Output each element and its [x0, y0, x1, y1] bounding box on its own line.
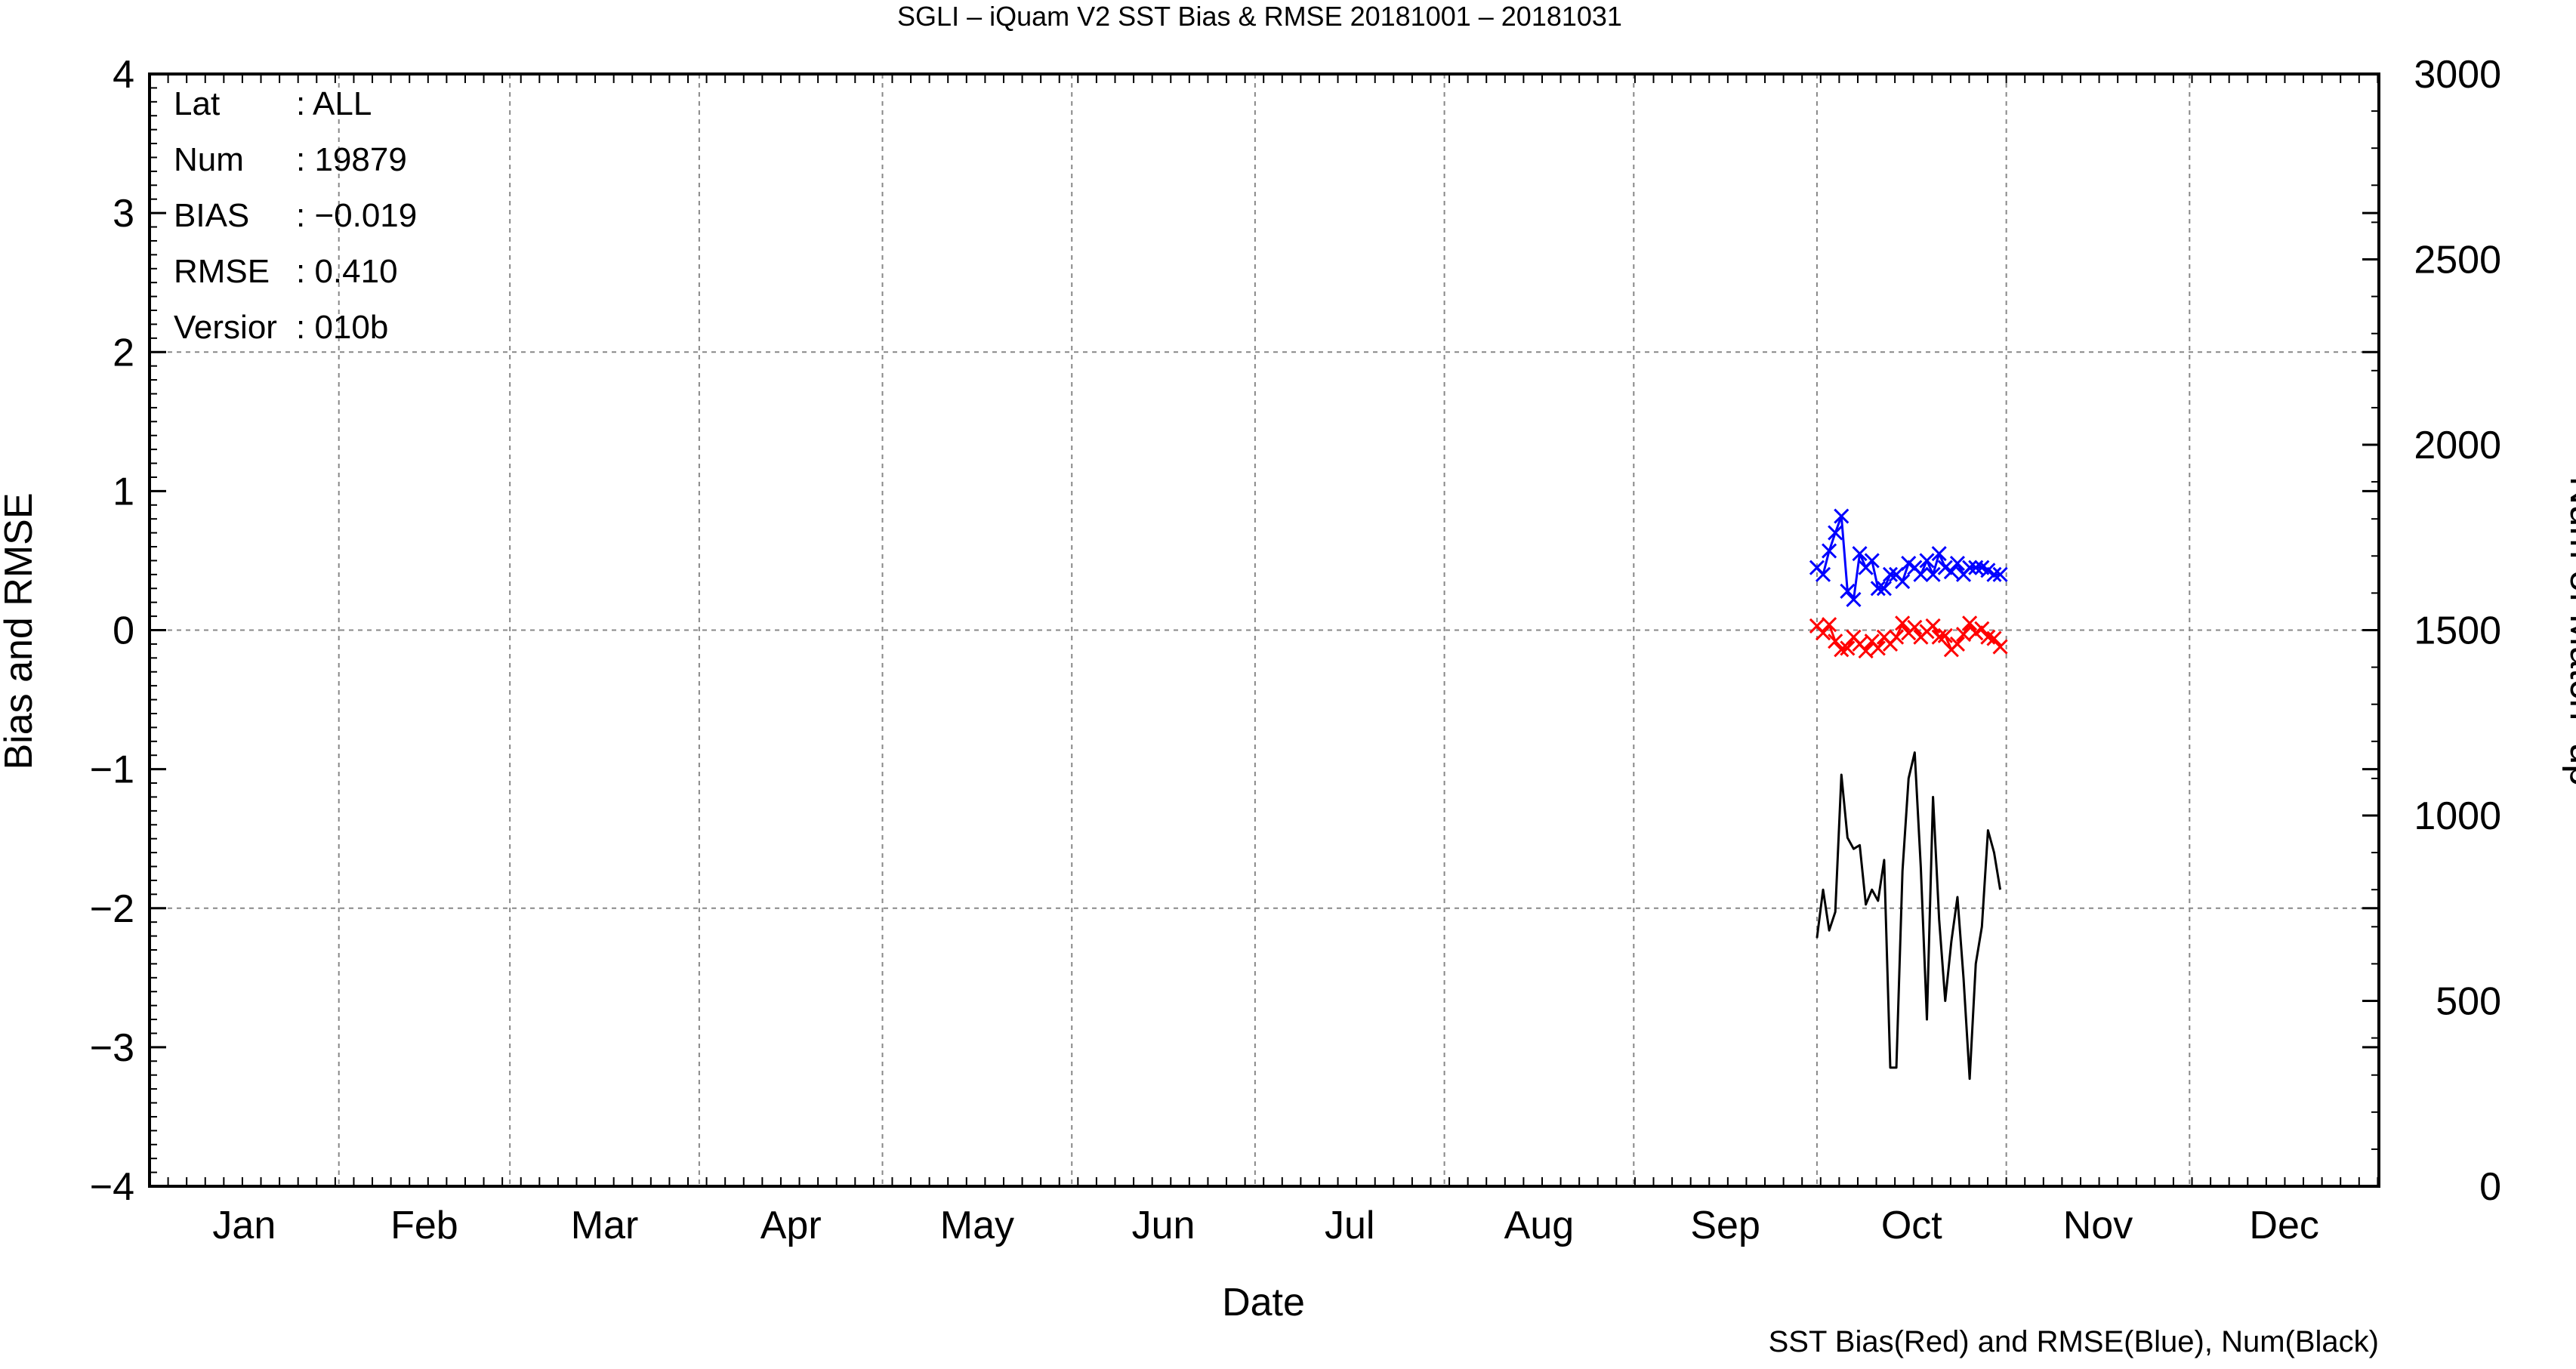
y-right-tick-label: 2000 [2414, 424, 2501, 467]
series-1-point [1895, 573, 1911, 590]
series-0-point [1840, 640, 1856, 656]
x-tick-label: Oct [1881, 1204, 1942, 1247]
y-left-tick-label: −2 [90, 887, 134, 931]
series-0-point [1955, 626, 1972, 643]
y-right-tick-label: 1500 [2414, 609, 2501, 653]
chart-title: SGLI – iQuam V2 SST Bias & RMSE 20181001… [897, 1, 1622, 32]
series-1-point [1882, 566, 1899, 582]
series-0-point [1974, 621, 1990, 637]
stat-key: RMSE [174, 253, 270, 290]
x-tick-label: Feb [390, 1204, 458, 1247]
stat-key: Num [174, 141, 244, 178]
y-right-tick-label: 500 [2436, 980, 2501, 1024]
series-1-point [1968, 560, 1984, 575]
series-0-point [1815, 625, 1831, 641]
series-0-point [1828, 634, 1843, 649]
y-right-tick-label: 2500 [2414, 239, 2501, 282]
series-1-point [1925, 566, 1941, 582]
y-left-tick-label: 2 [113, 331, 134, 375]
x-tick-label: Mar [571, 1204, 639, 1247]
series-1-point [1876, 581, 1892, 597]
stat-value: : −0.019 [296, 197, 417, 234]
x-tick-label: May [940, 1204, 1014, 1247]
y-right-tick-label: 3000 [2414, 53, 2501, 97]
y-left-tick-label: 1 [113, 470, 134, 513]
y-axis-right: 0 500 1000 1500 2000 2500 3000 [2362, 53, 2501, 1209]
stat-key: Versior [174, 309, 277, 346]
x-tick-label: Jul [1325, 1204, 1374, 1247]
series-caption: SST Bias(Red) and RMSE(Blue), Num(Black) [1769, 1325, 2379, 1358]
series-1-point [1919, 553, 1935, 569]
series-1-point [1949, 556, 1966, 572]
series-1-point [1822, 543, 1837, 559]
series-0-point [1858, 643, 1874, 659]
x-tick-label: Aug [1504, 1204, 1575, 1247]
grid [150, 74, 2379, 1186]
series-layer [1809, 508, 2008, 1081]
series-0-point [1925, 618, 1941, 634]
x-tick-label: Dec [2249, 1204, 2318, 1247]
stat-key: BIAS [174, 197, 249, 234]
x-tick-label: Jan [212, 1204, 276, 1247]
x-tick-label: Jun [1132, 1204, 1195, 1247]
series-1-point [1852, 546, 1868, 562]
y-axis-left-label: Bias and RMSE [0, 492, 41, 769]
x-tick-label: Nov [2063, 1204, 2133, 1247]
y-left-tick-label: −4 [90, 1165, 134, 1209]
stat-value: : ALL [296, 85, 372, 122]
series-0-point [1870, 640, 1886, 656]
series-1-point [1834, 508, 1849, 524]
series-1-point [1992, 566, 2008, 582]
y-right-tick-label: 1000 [2414, 794, 2501, 838]
series-line-2 [1816, 751, 2002, 1081]
y-axis-left: −4 −3 −2 −1 0 1 2 3 4 [90, 53, 2379, 1209]
x-tick-label: Apr [760, 1204, 822, 1247]
series-0-point [1986, 631, 2002, 646]
y-left-tick-label: 3 [113, 192, 134, 236]
stat-value: : 0.410 [296, 253, 398, 290]
x-tick-label: Sep [1690, 1204, 1760, 1247]
series-1-point [1943, 564, 1959, 580]
series-1-point [1840, 583, 1856, 600]
stat-key: Lat [174, 85, 220, 122]
series-1-point [1815, 566, 1831, 582]
series-0-point [1937, 627, 1953, 643]
y-left-tick-label: −3 [90, 1026, 134, 1070]
series-1-point [1870, 581, 1886, 597]
y-left-tick-label: 4 [113, 53, 134, 97]
series-0-point [1992, 639, 2008, 655]
series-1-point [1986, 566, 2002, 582]
y-left-tick-label: 0 [113, 609, 134, 653]
x-axis: Jan Feb Mar Apr May Jun Jul Aug Sep Oct Nov Dec [149, 74, 2379, 1247]
series-1-point [1864, 553, 1880, 569]
series-0-point [1895, 615, 1911, 631]
series-1-point [1913, 566, 1929, 582]
series-0-point [1949, 636, 1966, 652]
series-1-point [1828, 525, 1843, 541]
series-0-point [1907, 619, 1923, 635]
y-right-tick-label: 0 [2479, 1165, 2501, 1209]
series-0-point [1889, 629, 1905, 645]
stat-value: : 010b [296, 309, 388, 346]
stat-value: : 19879 [296, 141, 407, 178]
stats-box: Lat : ALL Num : 19879 BIAS : −0.019 RMSE : 0.41… [174, 85, 417, 346]
series-0-point [1822, 617, 1837, 633]
series-1-point [1846, 591, 1862, 608]
y-axis-right-label: Num of Match–up [2562, 476, 2576, 786]
x-axis-label: Date [1222, 1281, 1305, 1324]
series-1-point [1962, 560, 1978, 575]
series-0-point [1962, 615, 1978, 631]
y-left-tick-label: −1 [90, 748, 134, 792]
series-1-point [1931, 546, 1947, 562]
